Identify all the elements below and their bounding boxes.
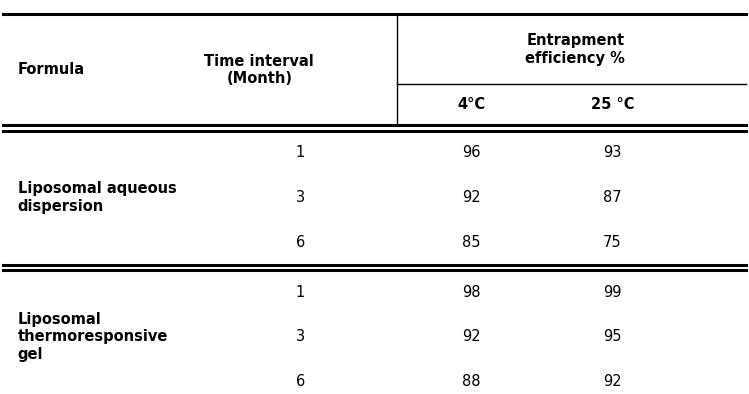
Text: Time interval
(Month): Time interval (Month) [204,54,314,86]
Text: Liposomal
thermoresponsive
gel: Liposomal thermoresponsive gel [18,312,168,362]
Text: 3: 3 [296,329,305,344]
Text: 87: 87 [603,190,622,205]
Text: 99: 99 [603,285,622,300]
Text: Formula: Formula [18,62,85,77]
Text: 6: 6 [296,374,305,389]
Text: 4°C: 4°C [457,97,485,112]
Text: 92: 92 [462,190,480,205]
Text: Entrapment
efficiency %: Entrapment efficiency % [525,33,625,65]
Text: 85: 85 [462,235,480,250]
Text: 1: 1 [296,285,305,300]
Text: 98: 98 [462,285,480,300]
Text: 3: 3 [296,190,305,205]
Text: 93: 93 [603,145,622,160]
Text: 95: 95 [603,329,622,344]
Text: 88: 88 [462,374,480,389]
Text: 96: 96 [462,145,480,160]
Text: 75: 75 [603,235,622,250]
Text: 25 °C: 25 °C [591,97,634,112]
Text: 92: 92 [462,329,480,344]
Text: Liposomal aqueous
dispersion: Liposomal aqueous dispersion [18,181,177,214]
Text: 6: 6 [296,235,305,250]
Text: 1: 1 [296,145,305,160]
Text: 92: 92 [603,374,622,389]
